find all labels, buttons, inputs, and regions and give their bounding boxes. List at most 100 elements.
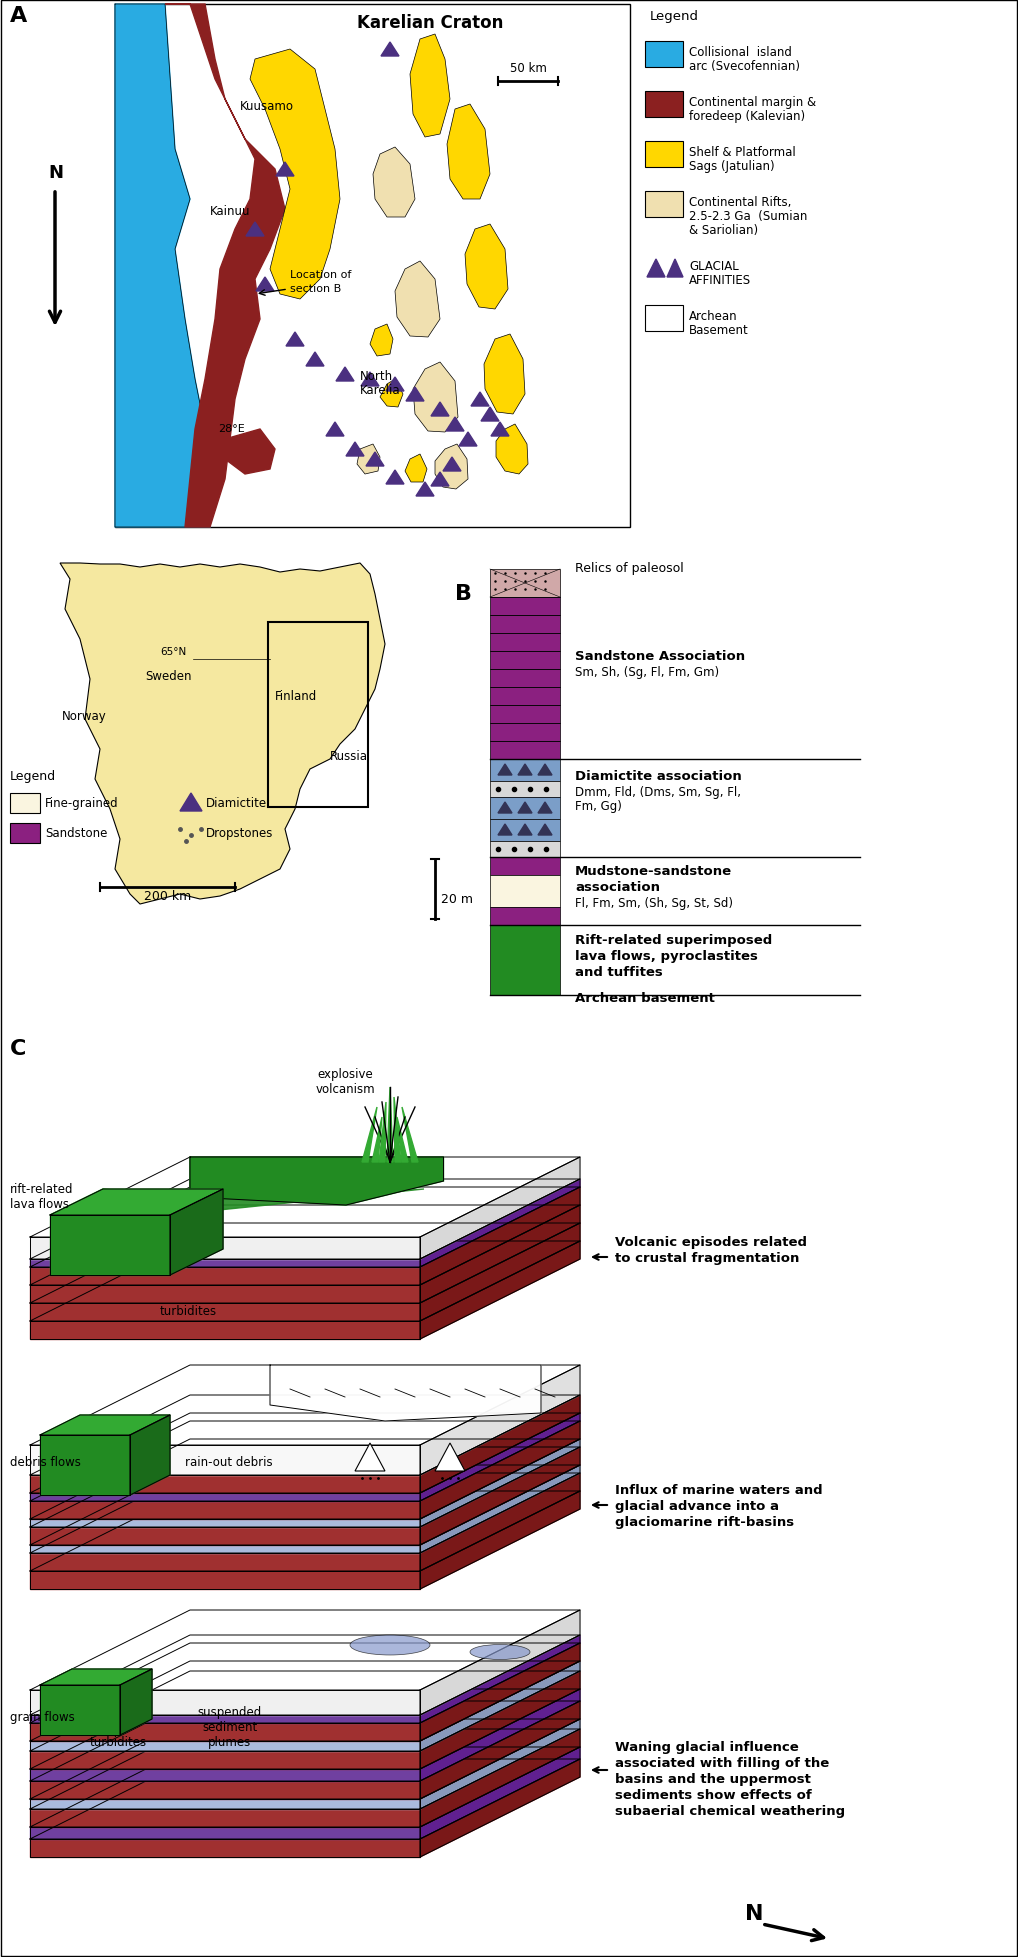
Text: Russia: Russia	[330, 750, 367, 763]
Bar	[10, 824, 40, 843]
Polygon shape	[431, 403, 449, 417]
Polygon shape	[667, 260, 683, 278]
Polygon shape	[420, 1730, 580, 1828]
Bar	[490, 842, 560, 857]
Polygon shape	[395, 262, 440, 339]
Text: glacial advance into a: glacial advance into a	[615, 1499, 779, 1513]
Polygon shape	[30, 1519, 420, 1526]
Bar	[645, 305, 683, 333]
Polygon shape	[50, 1157, 425, 1215]
Text: 2.5-2.3 Ga  (Sumian: 2.5-2.3 Ga (Sumian	[689, 209, 807, 223]
Polygon shape	[518, 802, 532, 814]
Polygon shape	[420, 1223, 580, 1321]
Polygon shape	[306, 352, 324, 366]
Polygon shape	[446, 417, 464, 432]
Polygon shape	[420, 1206, 580, 1303]
Bar	[490, 742, 560, 759]
Polygon shape	[435, 444, 468, 489]
Polygon shape	[30, 1223, 580, 1303]
Polygon shape	[30, 1759, 580, 1840]
Text: arc (Svecofennian): arc (Svecofennian)	[689, 61, 800, 72]
Text: Diamictite association: Diamictite association	[575, 769, 742, 783]
Polygon shape	[30, 1769, 420, 1781]
Polygon shape	[538, 802, 552, 814]
Polygon shape	[30, 1237, 420, 1260]
Polygon shape	[30, 1722, 420, 1742]
Polygon shape	[420, 1366, 580, 1476]
Polygon shape	[362, 1108, 377, 1162]
Text: Sags (Jatulian): Sags (Jatulian)	[689, 160, 775, 172]
Polygon shape	[30, 1718, 580, 1798]
Text: Archean: Archean	[689, 309, 738, 323]
Text: Influx of marine waters and: Influx of marine waters and	[615, 1483, 823, 1497]
Polygon shape	[30, 1180, 580, 1260]
Polygon shape	[30, 1421, 580, 1501]
Text: 200 km: 200 km	[145, 890, 191, 902]
Polygon shape	[416, 483, 434, 497]
Polygon shape	[50, 1215, 170, 1276]
Polygon shape	[165, 6, 285, 528]
Polygon shape	[381, 43, 399, 57]
Polygon shape	[30, 1491, 580, 1571]
Polygon shape	[420, 1689, 580, 1781]
Text: Volcanic episodes related: Volcanic episodes related	[615, 1235, 807, 1249]
Text: Kuusamo: Kuusamo	[240, 100, 294, 114]
Ellipse shape	[470, 1644, 530, 1660]
Text: lava flows, pyroclastites: lava flows, pyroclastites	[575, 949, 757, 963]
Polygon shape	[420, 1701, 580, 1798]
Polygon shape	[30, 1448, 580, 1526]
Bar	[490, 798, 560, 820]
Polygon shape	[30, 1611, 580, 1691]
Text: basins and the uppermost: basins and the uppermost	[615, 1773, 811, 1785]
Polygon shape	[420, 1718, 580, 1808]
Polygon shape	[30, 1366, 580, 1446]
Polygon shape	[30, 1840, 420, 1857]
Text: Collisional  island: Collisional island	[689, 45, 792, 59]
Text: Karelia: Karelia	[360, 384, 401, 397]
Polygon shape	[40, 1415, 170, 1434]
Text: Legend: Legend	[10, 769, 56, 783]
Polygon shape	[406, 387, 425, 401]
Text: glaciomarine rift-basins: glaciomarine rift-basins	[615, 1515, 794, 1528]
Text: turbidites: turbidites	[90, 1736, 148, 1748]
Text: Fine-grained: Fine-grained	[45, 796, 119, 810]
Polygon shape	[180, 795, 202, 812]
Polygon shape	[357, 444, 380, 476]
Polygon shape	[130, 1415, 170, 1495]
Bar	[490, 875, 560, 908]
Text: 50 km: 50 km	[510, 63, 547, 74]
Text: rift-related
lava flows: rift-related lava flows	[10, 1182, 73, 1209]
Polygon shape	[30, 1714, 420, 1722]
Polygon shape	[30, 1671, 580, 1752]
Text: B: B	[455, 583, 472, 603]
Polygon shape	[420, 1466, 580, 1554]
Text: Legend: Legend	[651, 10, 699, 23]
Text: foredeep (Kalevian): foredeep (Kalevian)	[689, 110, 805, 123]
Polygon shape	[397, 1117, 408, 1162]
Polygon shape	[372, 1117, 382, 1162]
Polygon shape	[30, 1241, 580, 1321]
Polygon shape	[286, 333, 304, 346]
Polygon shape	[30, 1828, 420, 1840]
Polygon shape	[30, 1781, 420, 1798]
Text: Sweden: Sweden	[145, 669, 191, 683]
Polygon shape	[498, 824, 512, 836]
Text: Mudstone-sandstone: Mudstone-sandstone	[575, 865, 732, 877]
Polygon shape	[30, 1554, 420, 1571]
Polygon shape	[246, 223, 264, 237]
Polygon shape	[386, 472, 404, 485]
Polygon shape	[30, 1188, 580, 1268]
Polygon shape	[480, 407, 499, 423]
Text: Shelf & Platformal: Shelf & Platformal	[689, 147, 796, 159]
Text: and tuffites: and tuffites	[575, 965, 663, 978]
Bar	[490, 597, 560, 616]
Text: Continental Rifts,: Continental Rifts,	[689, 196, 791, 209]
Text: C: C	[10, 1039, 26, 1059]
Polygon shape	[30, 1303, 420, 1321]
Polygon shape	[336, 368, 354, 382]
Polygon shape	[413, 362, 458, 432]
Polygon shape	[420, 1180, 580, 1268]
Polygon shape	[120, 1669, 152, 1736]
Bar	[490, 652, 560, 669]
Polygon shape	[30, 1689, 580, 1769]
